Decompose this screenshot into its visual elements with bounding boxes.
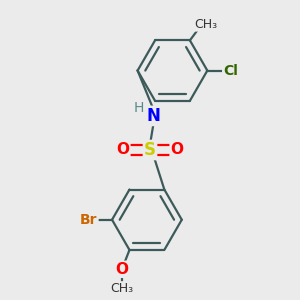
Text: Br: Br: [80, 213, 98, 227]
Text: O: O: [115, 262, 128, 277]
Text: CH₃: CH₃: [194, 18, 217, 31]
Text: H: H: [134, 101, 144, 115]
Text: N: N: [147, 107, 161, 125]
Text: O: O: [116, 142, 129, 158]
Text: CH₃: CH₃: [110, 282, 133, 295]
Text: S: S: [144, 141, 156, 159]
Text: O: O: [171, 142, 184, 158]
Text: Cl: Cl: [223, 64, 238, 78]
